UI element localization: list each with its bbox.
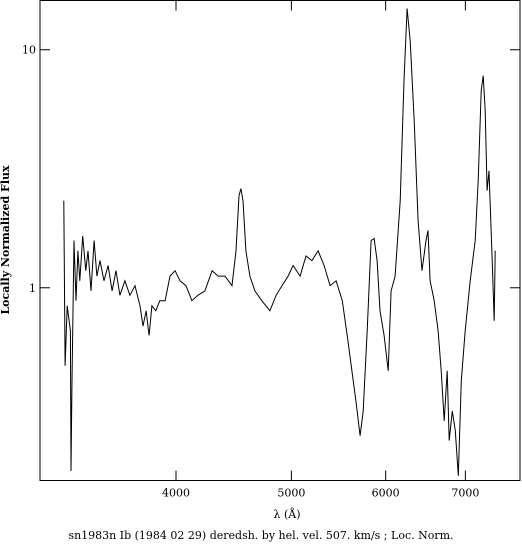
x-axis-label: λ (Å) xyxy=(274,507,301,521)
y-tick-label: 1 xyxy=(29,282,36,295)
x-tick-label: 5000 xyxy=(277,487,305,500)
y-tick-label: 10 xyxy=(22,44,36,57)
plot-frame xyxy=(39,0,521,481)
y-axis-label: Locally Normalized Flux xyxy=(0,165,12,315)
x-tick-label: 6000 xyxy=(372,487,400,500)
x-tick-label: 4000 xyxy=(162,487,190,500)
spectrum-line xyxy=(63,8,496,476)
x-tick-label: 7000 xyxy=(451,487,479,500)
caption: sn1983n Ib (1984 02 29) deredsh. by hel.… xyxy=(68,529,453,542)
